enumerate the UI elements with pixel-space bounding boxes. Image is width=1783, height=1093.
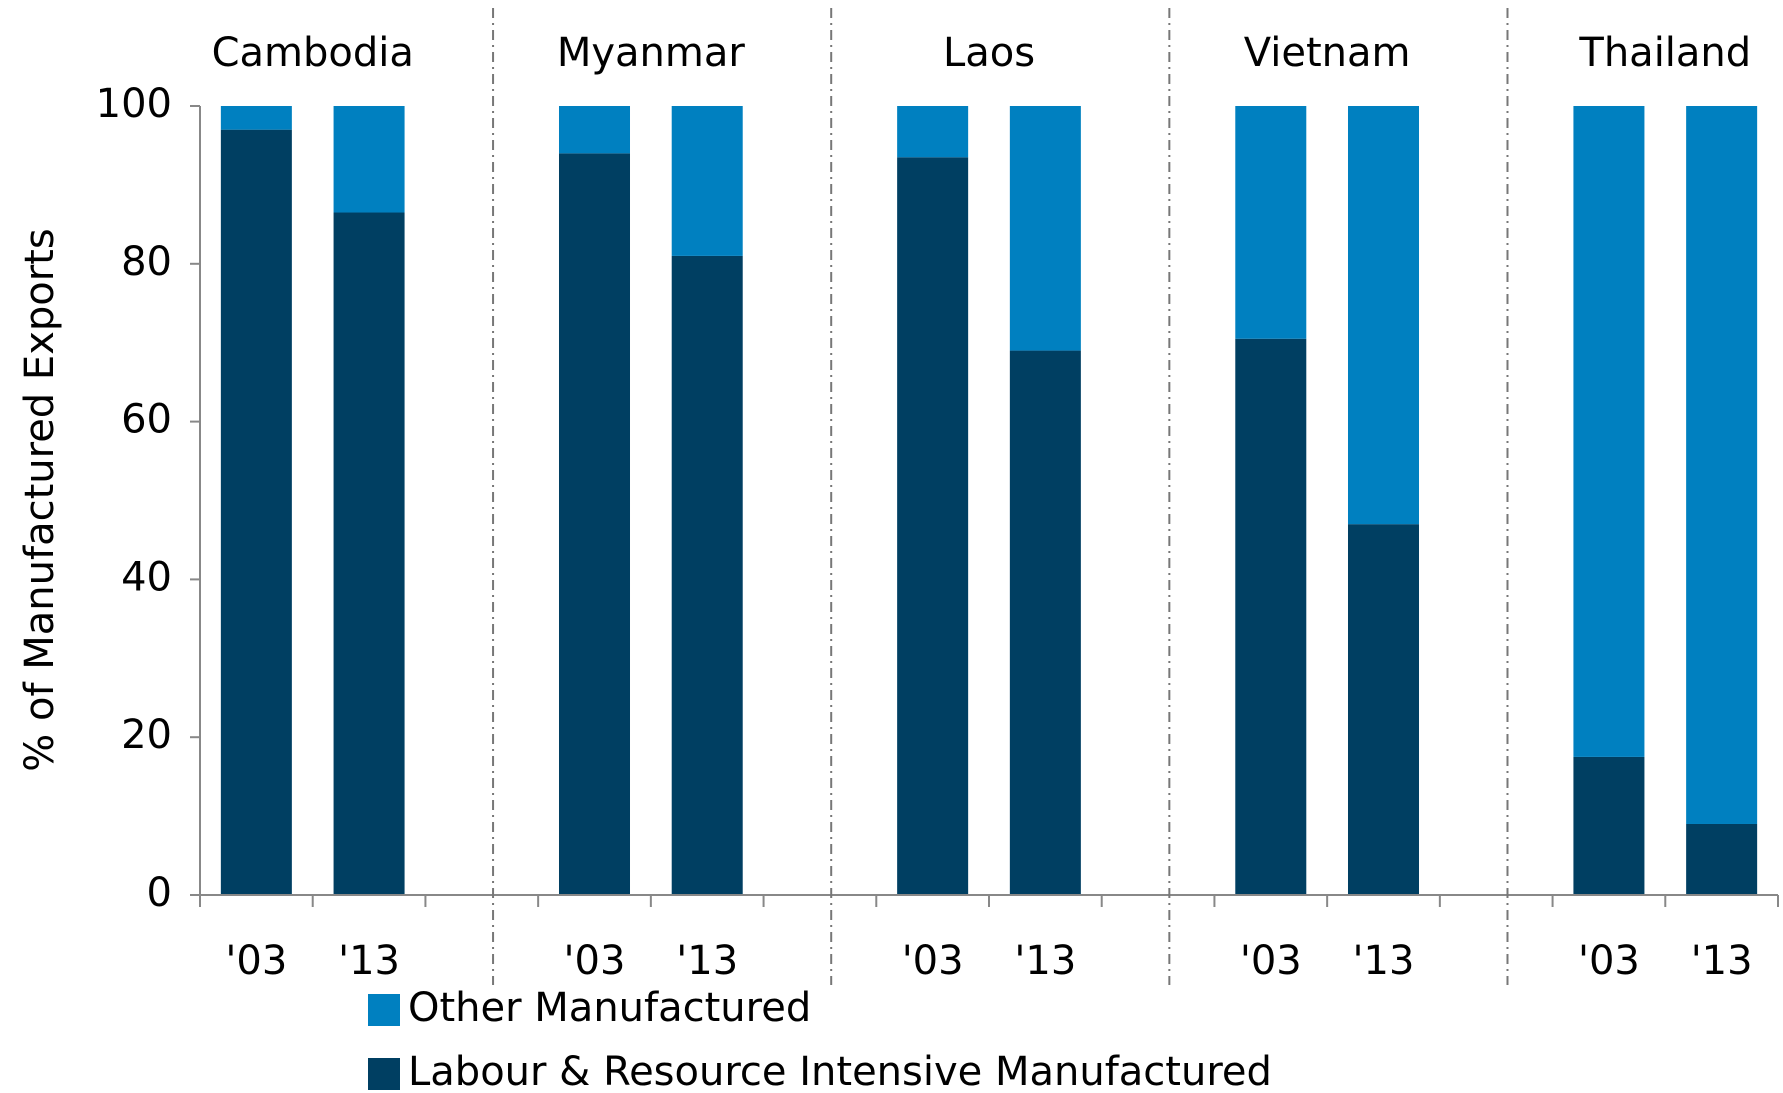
- bar-segment: [671, 106, 743, 256]
- bar-segment: [1009, 106, 1081, 351]
- bar-segment: [1235, 338, 1307, 895]
- x-tick-label: '03: [902, 938, 964, 984]
- y-tick-label: 100: [96, 81, 172, 127]
- bar-segment: [333, 212, 405, 895]
- y-tick-label: 40: [121, 554, 172, 600]
- group-label: Vietnam: [1244, 30, 1411, 76]
- bar-segment: [1686, 823, 1758, 895]
- y-tick-label: 0: [147, 870, 172, 916]
- bar-segment: [220, 106, 292, 130]
- x-tick-label: '03: [564, 938, 626, 984]
- y-tick-label: 60: [121, 397, 172, 443]
- bar-segment: [220, 129, 292, 896]
- group-label: Myanmar: [557, 30, 746, 76]
- y-axis-label: % of Manufactured Exports: [17, 228, 63, 771]
- legend-label: Other Manufactured: [408, 985, 811, 1031]
- x-tick-label: '03: [1578, 938, 1640, 984]
- x-tick-label: '13: [1014, 938, 1076, 984]
- bar-segment: [1573, 106, 1645, 757]
- group-label: Thailand: [1578, 30, 1751, 76]
- group-label: Cambodia: [212, 30, 414, 76]
- x-tick-label: '13: [1691, 938, 1753, 984]
- x-tick-label: '03: [1240, 938, 1302, 984]
- bar-segment: [1347, 106, 1420, 525]
- x-tick-label: '13: [676, 938, 738, 984]
- group-label: Laos: [943, 30, 1035, 76]
- y-tick-label: 20: [121, 712, 172, 758]
- bar-segment: [897, 157, 969, 895]
- bar-segment: [1573, 756, 1645, 895]
- y-tick-label: 80: [121, 239, 172, 285]
- bar-segment: [897, 106, 969, 158]
- bar-segment: [1009, 350, 1081, 896]
- legend-swatch: [368, 1058, 400, 1090]
- bar-segment: [671, 255, 743, 895]
- bar-segment: [558, 153, 631, 896]
- legend-label: Labour & Resource Intensive Manufactured: [408, 1049, 1272, 1093]
- legend-swatch: [368, 994, 400, 1026]
- x-tick-label: '03: [225, 938, 287, 984]
- x-tick-label: '13: [338, 938, 400, 984]
- x-tick-label: '13: [1353, 938, 1415, 984]
- bar-segment: [333, 106, 405, 213]
- bar-segment: [558, 106, 631, 154]
- bar-segment: [1686, 106, 1758, 824]
- bar-segment: [1347, 524, 1420, 895]
- bar-segment: [1235, 106, 1307, 339]
